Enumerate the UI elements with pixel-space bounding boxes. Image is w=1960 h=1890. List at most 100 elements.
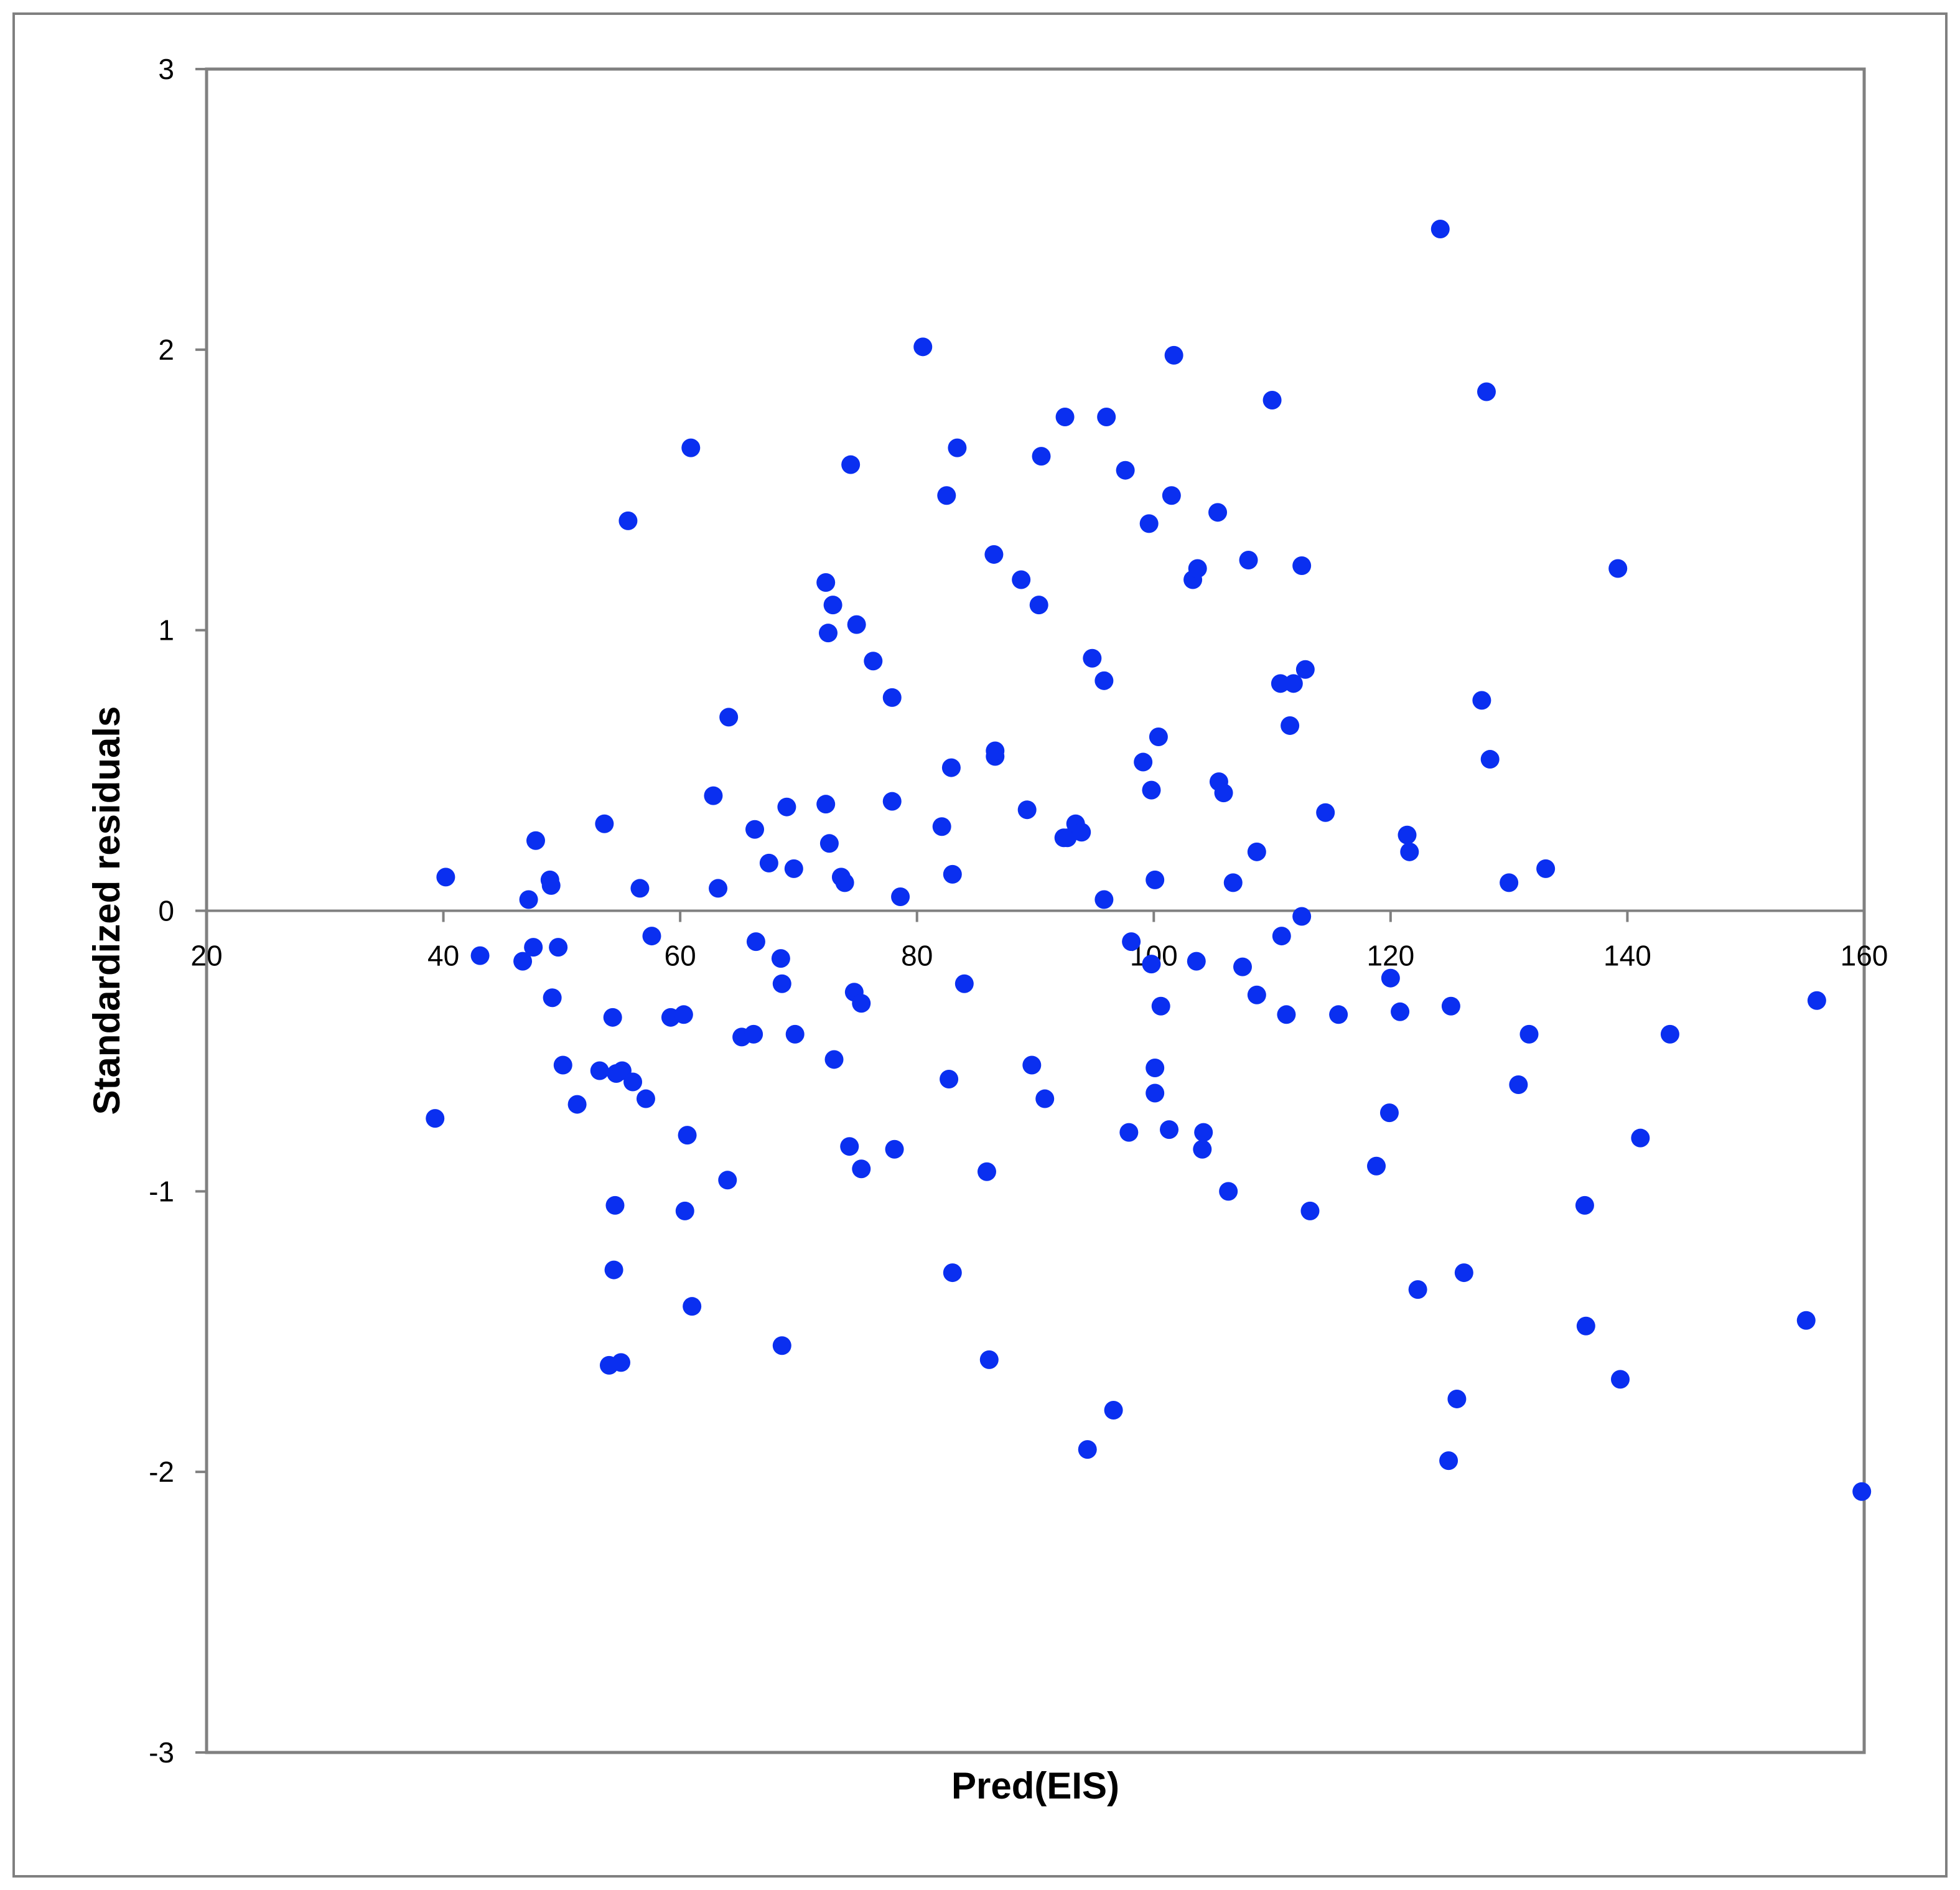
data-point <box>1146 1058 1165 1077</box>
data-point <box>1400 842 1419 861</box>
data-point <box>1247 985 1266 1004</box>
data-point <box>674 1005 693 1024</box>
x-tick-label: 80 <box>901 940 933 972</box>
data-point <box>1239 550 1258 569</box>
data-point <box>759 853 778 872</box>
data-point <box>816 573 836 592</box>
data-point <box>1162 486 1181 505</box>
y-tick-label: 0 <box>158 895 174 927</box>
x-tick-label: 40 <box>427 940 459 972</box>
data-point <box>1391 1002 1410 1021</box>
data-point <box>543 988 562 1008</box>
data-point <box>1575 1195 1594 1215</box>
data-points <box>426 219 1872 1501</box>
data-point <box>746 932 765 952</box>
y-axis-ticks: -3 -2 -1 0 1 2 3 <box>149 53 207 1769</box>
data-point <box>1116 461 1135 480</box>
y-tick-label: -3 <box>149 1736 174 1769</box>
data-point <box>623 1072 643 1092</box>
data-point <box>618 511 638 530</box>
data-point <box>772 1336 791 1355</box>
data-point <box>885 1139 904 1159</box>
data-point <box>590 1061 609 1080</box>
x-tick-label: 140 <box>1603 940 1651 972</box>
data-point <box>1281 716 1300 735</box>
data-point <box>719 708 739 727</box>
x-tick-label: 60 <box>665 940 696 972</box>
data-point <box>1519 1024 1539 1044</box>
data-point <box>1094 671 1114 690</box>
data-point <box>1477 382 1496 401</box>
data-point <box>1187 952 1206 971</box>
data-point <box>785 1024 805 1044</box>
data-point <box>864 652 883 671</box>
data-point <box>1142 955 1161 974</box>
data-point <box>526 831 545 850</box>
data-point <box>1193 1139 1212 1159</box>
data-point <box>1381 968 1400 988</box>
data-point <box>1097 408 1116 427</box>
data-point <box>771 949 790 968</box>
data-point <box>678 1126 697 1145</box>
data-point <box>718 1171 737 1190</box>
y-axis-title: Standardized residuals <box>86 706 128 1115</box>
data-point <box>824 1050 844 1069</box>
data-point <box>1379 1103 1399 1123</box>
data-point <box>1329 1005 1348 1024</box>
data-point <box>847 615 866 634</box>
y-tick-label: 2 <box>158 334 174 366</box>
y-tick-label: -1 <box>149 1175 174 1207</box>
data-point <box>932 817 951 836</box>
x-axis-title: Pred(EIS) <box>951 1765 1119 1807</box>
data-point <box>1149 727 1168 746</box>
data-point <box>819 834 839 853</box>
data-point <box>1208 503 1228 522</box>
data-point <box>1188 559 1207 578</box>
data-point <box>1631 1128 1650 1148</box>
data-point <box>1472 691 1491 710</box>
data-point <box>1852 1482 1872 1501</box>
data-point <box>1035 1089 1055 1108</box>
data-point <box>891 887 910 906</box>
data-point <box>524 938 543 957</box>
data-point <box>1233 957 1252 976</box>
data-point <box>1094 890 1114 909</box>
data-point <box>941 758 961 777</box>
data-point <box>1439 1451 1458 1471</box>
data-point <box>1295 660 1315 679</box>
data-point <box>541 876 561 895</box>
data-point <box>1292 556 1312 575</box>
data-point <box>819 624 838 643</box>
data-point <box>1454 1263 1473 1283</box>
x-axis: 20406080100120140160 <box>190 909 1888 972</box>
data-point <box>744 1024 763 1044</box>
data-point <box>1017 800 1037 820</box>
data-point <box>1119 1123 1139 1142</box>
data-point <box>1292 907 1312 926</box>
data-point <box>1500 873 1519 892</box>
data-point <box>1398 825 1417 844</box>
data-point <box>683 1297 702 1316</box>
data-point <box>426 1109 445 1128</box>
data-point <box>882 688 902 707</box>
data-point <box>709 879 728 898</box>
data-point <box>604 1260 623 1279</box>
data-point <box>977 1162 996 1181</box>
data-point <box>816 795 836 814</box>
data-point <box>784 859 803 878</box>
data-point <box>1146 870 1165 889</box>
data-point <box>1272 927 1291 946</box>
data-point <box>1139 514 1159 533</box>
data-point <box>1807 991 1826 1010</box>
data-point <box>852 1159 871 1179</box>
data-point <box>1219 1182 1238 1201</box>
data-point <box>823 596 842 615</box>
data-point <box>681 438 701 457</box>
data-point <box>745 820 765 839</box>
data-point <box>1277 1005 1296 1024</box>
data-point <box>937 486 956 505</box>
data-point <box>835 873 854 892</box>
data-point <box>943 1263 962 1283</box>
data-point <box>1160 1120 1179 1139</box>
data-point <box>1032 447 1051 466</box>
